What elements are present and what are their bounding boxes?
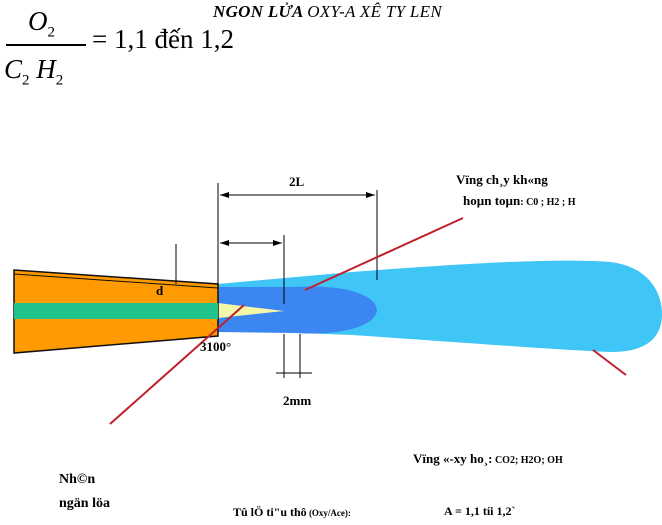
pointer-core (109, 304, 245, 425)
formula-numerator: O2 (28, 6, 55, 41)
label-diameter: d (156, 283, 164, 298)
label-core-line2: ngän löa (59, 496, 110, 511)
nozzle-rim-line (13, 273, 219, 289)
nozzle-channel (14, 303, 218, 319)
pointer-incomplete-zone (304, 217, 464, 291)
dimension-L-arrow-left (220, 240, 229, 246)
label-temperature: 3100° (200, 339, 232, 354)
label-oxidation-zone: Vïng «-xy ho¸: CO2; H2O; OH (413, 451, 563, 466)
pointer-oxidation-zone (592, 349, 627, 376)
label-2L: 2L (289, 174, 305, 189)
formula-denominator: C2 H2 (4, 54, 64, 89)
label-incomplete-zone-line1: Vïng ch¸y kh«ng (456, 172, 548, 187)
dimension-L-arrow-right (273, 240, 282, 246)
label-incomplete-zone-line2: hoµn toµn: C0 ; H2 ; H (463, 193, 576, 208)
label-ratio-value: A = 1,1 tíi 1,2` (444, 504, 516, 518)
dimension-2L-arrow-left (220, 192, 229, 198)
formula-fraction-bar (6, 44, 86, 46)
formula-ratio-value: = 1,1 đến 1,2 (92, 24, 234, 54)
label-core-line1: Nh©n (59, 472, 96, 487)
dimension-2L-arrow-right (366, 192, 375, 198)
flame-core-zone (218, 286, 377, 334)
label-consumption-ratio: Tû lÖ ti"u thô (Oxy/Ace): (233, 505, 351, 519)
diagram-title: NGON LỬA OXY-A XÊ TY LEN (213, 2, 442, 21)
label-2mm: 2mm (283, 393, 312, 408)
